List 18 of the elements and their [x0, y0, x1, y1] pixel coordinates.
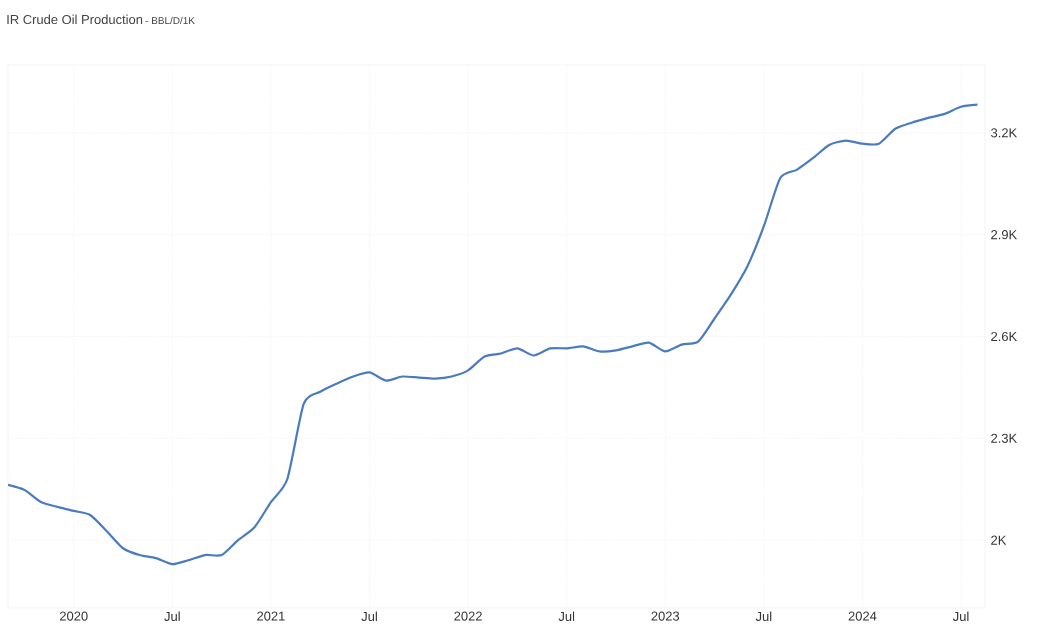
x-tick-label: 2020 [59, 611, 88, 621]
x-tick-label: Jul [558, 611, 575, 622]
y-tick-label: 2K [991, 535, 1007, 545]
x-tick-label: Jul [755, 611, 772, 622]
y-tick-label: 2.6K [991, 331, 1018, 342]
y-tick-label: 2.3K [991, 433, 1018, 443]
x-tick-label: 2023 [651, 611, 680, 621]
chart-title: IR Crude Oil Production [7, 14, 143, 25]
x-tick-label: Jul [952, 611, 969, 622]
line-series [8, 103, 979, 566]
chart-subtitle: - BBL/D/1K [145, 16, 195, 25]
y-tick-label: 3.2K [991, 128, 1018, 138]
x-tick-label: 2022 [454, 611, 482, 621]
y-tick-label: 2.9K [991, 230, 1018, 240]
x-tick-label: Jul [361, 611, 377, 622]
x-tick-label: 2021 [257, 611, 285, 621]
x-tick-label: 2024 [848, 611, 877, 621]
x-tick-label: Jul [164, 611, 180, 622]
